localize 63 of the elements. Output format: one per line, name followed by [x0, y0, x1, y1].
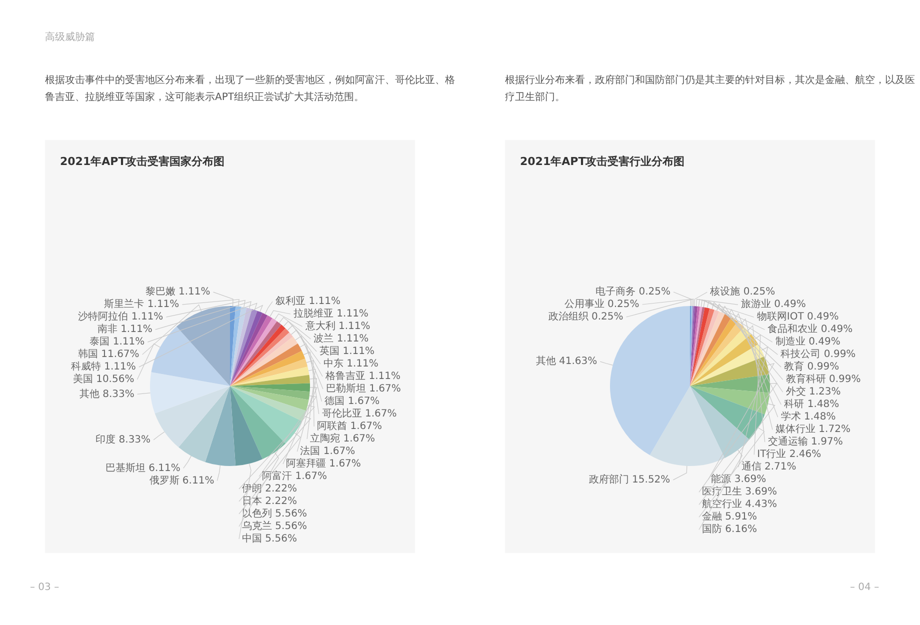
slice-label: 波兰 1.11% — [314, 332, 369, 345]
slice-label: 国防 6.16% — [702, 523, 757, 536]
slice-label: 其他 41.63% — [536, 355, 598, 368]
slice-label: 科技公司 0.99% — [780, 348, 856, 360]
slice-label: 韩国 11.67% — [78, 348, 140, 360]
slice-label: 哥伦比亚 1.67% — [322, 408, 397, 420]
slice-label: 叙利亚 1.11% — [276, 295, 340, 308]
slice-label: 俄罗斯 6.11% — [149, 474, 214, 486]
slice-label: 科研 1.48% — [784, 398, 840, 410]
slice-label: 阿联酋 1.67% — [317, 420, 382, 432]
slice-label: 阿富汗 1.67% — [262, 470, 328, 482]
slice-label: 日本 2.22% — [242, 495, 297, 508]
slice-label: 公用事业 0.25% — [564, 298, 640, 310]
slice-label: 巴勒斯坦 1.67% — [326, 382, 401, 395]
slice-label: 美国 10.56% — [72, 373, 134, 386]
slice-label: 立陶宛 1.67% — [310, 432, 376, 445]
slice-label: 印度 8.33% — [96, 433, 151, 446]
slice-label: 斯里兰卡 1.11% — [104, 298, 180, 310]
slice-label: 黎巴嫩 1.11% — [145, 286, 210, 298]
slice-label: 德国 1.67% — [324, 396, 380, 408]
slice-label: 政府部门 15.52% — [588, 474, 670, 486]
slice-label: 电子商务 0.25% — [596, 286, 670, 298]
slice-label: 乌克兰 5.56% — [242, 520, 307, 532]
slice-label: 沙特阿拉伯 1.11% — [78, 310, 164, 323]
slice-label: 教育 0.99% — [784, 360, 840, 373]
slice-label: 物联网IOT 0.49% — [756, 310, 839, 323]
slice-label: 巴基斯坦 6.11% — [105, 462, 180, 474]
slice-label: 旅游业 0.49% — [740, 298, 806, 310]
text: – 04 – — [850, 582, 880, 593]
slice-label: 政治组织 0.25% — [548, 310, 624, 323]
slice-label: 科威特 1.11% — [70, 360, 136, 373]
slice-label: 拉脱维亚 1.11% — [293, 308, 368, 320]
slice-label: 交通运输 1.97% — [768, 436, 843, 448]
slice-label: 核设施 0.25% — [709, 286, 776, 298]
slice-label: 航空行业 4.43% — [702, 498, 777, 510]
text: 根据行业分布来看，政府部门和国防部门仍是其主要的针对目标，其次是金融、航空，以及医疗卫生部门。 — [505, 74, 915, 105]
text: 高级威胁篇 — [45, 30, 95, 44]
chart-title: 2021年APT攻击受害国家分布图 — [60, 154, 225, 169]
slice-label: 中东 1.11% — [323, 358, 378, 370]
slice-label: 阿塞拜疆 1.67% — [286, 458, 361, 470]
slice-label: 法国 1.67% — [300, 445, 356, 458]
slice-label: 学术 1.48% — [780, 410, 836, 423]
slice-label: 南非 1.11% — [97, 323, 152, 336]
chart-title: 2021年APT攻击受害行业分布图 — [520, 154, 685, 169]
slice-label: 伊朗 2.22% — [242, 482, 297, 495]
slice-label: 中国 5.56% — [242, 532, 297, 545]
slice-label: 英国 1.11% — [320, 345, 375, 358]
slice-label: 其他 8.33% — [79, 388, 134, 400]
slice-label: IT行业 2.46% — [757, 448, 822, 460]
slice-label: 食品和农业 0.49% — [768, 323, 853, 336]
slice-label: 格鲁吉亚 1.11% — [324, 370, 400, 382]
slice-label: 泰国 1.11% — [90, 336, 145, 348]
text: – 03 – — [30, 582, 60, 593]
slice-label: 媒体行业 1.72% — [776, 423, 850, 436]
slice-label: 教育科研 0.99% — [786, 373, 861, 386]
text: 根据攻击事件中的受害地区分布来看，出现了一些新的受害地区，例如阿富汗、哥伦比亚、格鲁吉亚、拉脱维亚等国家，这可能表示APT组织正尝试扩大其活动范围。 — [45, 74, 455, 105]
slice-label: 制造业 0.49% — [775, 336, 840, 348]
slice-label: 医疗卫生 3.69% — [702, 486, 777, 498]
slice-label: 外交 1.23% — [786, 386, 841, 398]
slice-label: 金融 5.91% — [702, 510, 757, 523]
slice-label: 意大利 1.11% — [304, 320, 370, 332]
slice-label: 以色列 5.56% — [242, 508, 307, 520]
slice-label: 通信 2.71% — [741, 460, 796, 473]
